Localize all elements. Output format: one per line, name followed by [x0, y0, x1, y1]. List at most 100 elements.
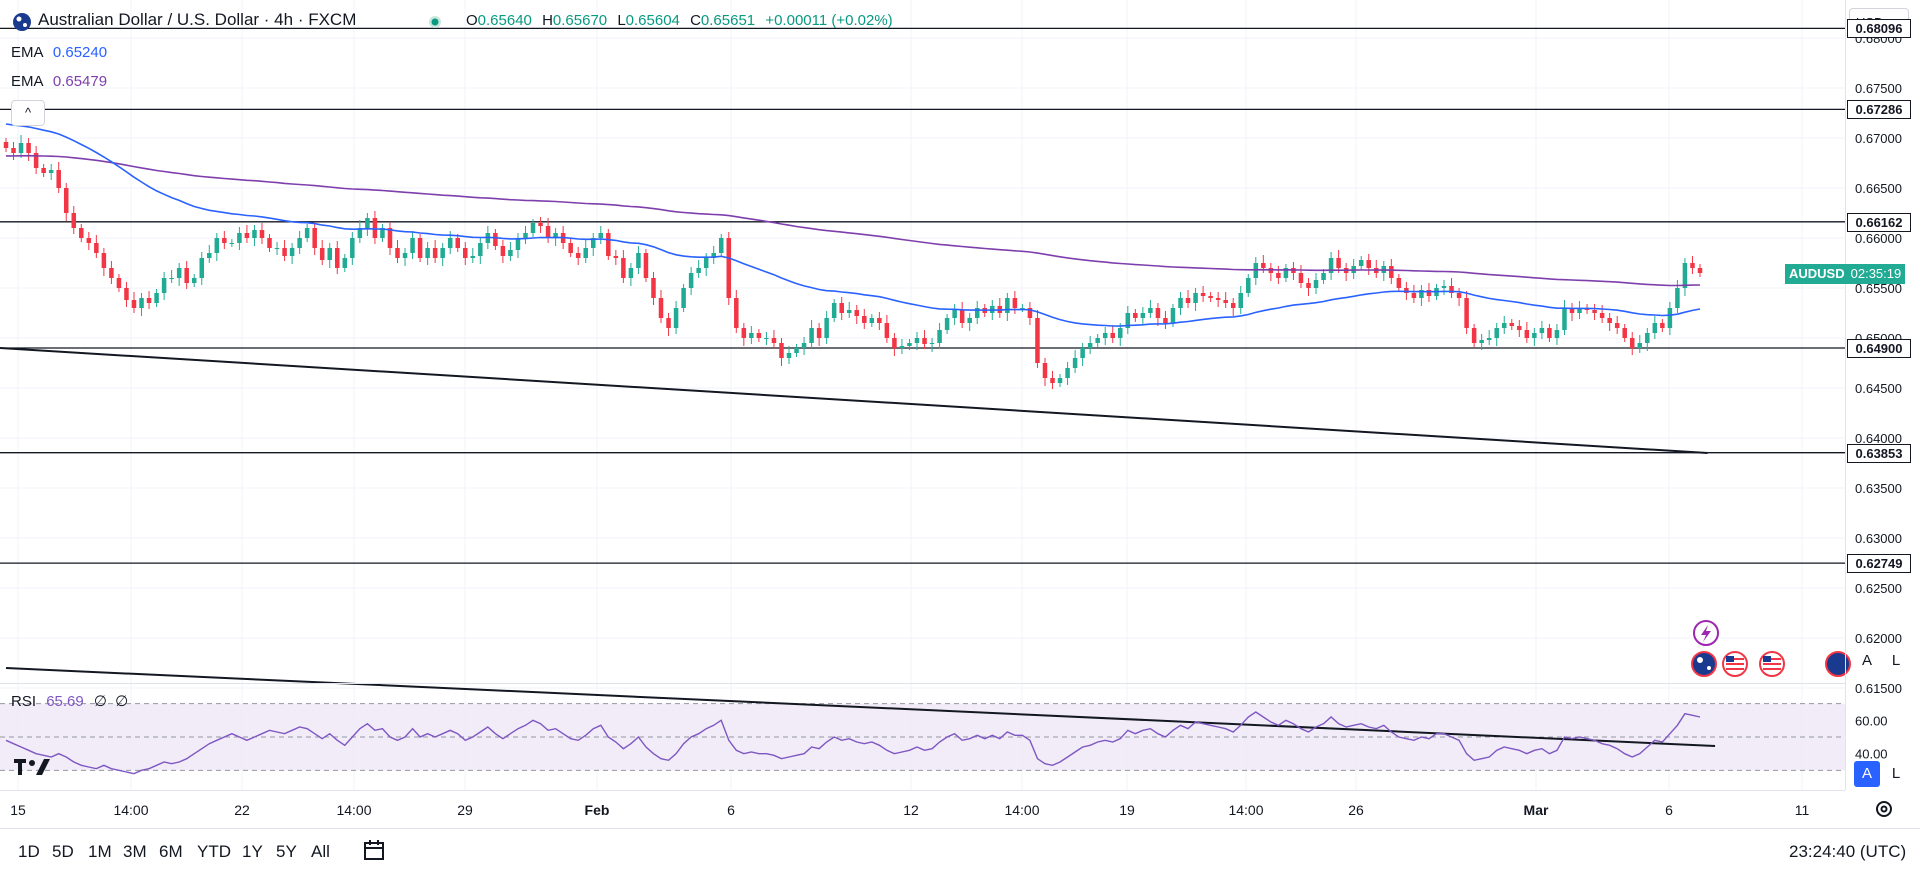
candle-body [1238, 293, 1243, 308]
candle-body [1539, 328, 1545, 333]
candle-body [809, 328, 814, 343]
candle-body [711, 253, 716, 258]
candle-body [1185, 298, 1191, 303]
candle-body [447, 238, 453, 248]
australia-flag-icon [1825, 651, 1851, 677]
candle-body [1065, 368, 1070, 378]
pane-separator[interactable] [0, 683, 1845, 684]
price-tick-label: 0.66000 [1855, 231, 1902, 246]
log-scale-button[interactable]: L [1891, 652, 1901, 669]
candle-body [1110, 333, 1116, 338]
time-tick-label: 14:00 [113, 802, 148, 818]
range-button-6m[interactable]: 6M [159, 842, 183, 861]
candle-body [1614, 323, 1620, 328]
candle-body [734, 298, 739, 328]
time-tick-label: 14:00 [336, 802, 371, 818]
candle-body [1675, 288, 1680, 308]
candle-body [1020, 308, 1025, 309]
range-button-5d[interactable]: 5D [52, 842, 74, 861]
candle-body [1501, 323, 1507, 328]
calendar-range-icon[interactable] [362, 838, 386, 867]
candle-body [1547, 328, 1552, 338]
candle-body [508, 250, 513, 256]
candle-body [282, 248, 287, 256]
rsi-auto-scale-button[interactable]: A [1854, 761, 1880, 787]
candle-body [1629, 338, 1635, 348]
candle-body [116, 278, 122, 288]
candle-body [598, 233, 604, 238]
horizontal-levels [0, 27, 1845, 564]
candle-body [801, 343, 807, 348]
ema-legend-fast[interactable]: EMA 0.65240 [11, 44, 108, 61]
level-label: 0.63853 [1847, 443, 1911, 463]
collapse-indicators-button[interactable]: ^ [11, 100, 45, 126]
rsi-legend[interactable]: RSI 65.69 ∅ ∅ [11, 693, 129, 710]
candle-body [1118, 328, 1123, 338]
candle-body [606, 233, 611, 256]
candle-body [718, 238, 724, 253]
candle-body [651, 278, 656, 298]
candle-body [959, 310, 965, 323]
candle-body [1057, 378, 1063, 383]
candle-body [131, 300, 137, 308]
economic-events [1691, 620, 1851, 677]
range-button-3m[interactable]: 3M [123, 842, 147, 861]
ema-legend-slow[interactable]: EMA 0.65479 [11, 73, 108, 90]
candle-body [553, 233, 558, 238]
candle-body [470, 256, 476, 258]
candle-body [395, 248, 400, 258]
candle-body [696, 268, 701, 273]
candle-body [1321, 273, 1326, 280]
candle-body [771, 338, 777, 343]
range-button-1y[interactable]: 1Y [242, 842, 263, 861]
symbol-title[interactable]: Australian Dollar / U.S. Dollar · 4h · F… [38, 10, 357, 29]
candle-body [1261, 263, 1266, 268]
candle-body [440, 248, 445, 258]
candle-body [530, 223, 536, 233]
price-tick-label: 0.64500 [1855, 381, 1902, 396]
candle-body [417, 238, 423, 258]
candle-body [146, 298, 152, 303]
candle-body [515, 238, 521, 250]
candle-body [1456, 293, 1462, 298]
range-button-1d[interactable]: 1D [18, 842, 40, 861]
candle-body [1276, 273, 1281, 278]
candle-body [621, 258, 626, 278]
candle-body [327, 248, 333, 260]
candle-body [779, 343, 784, 358]
candle-body [824, 318, 829, 338]
price-tick-label: 0.62000 [1855, 631, 1902, 646]
candle-body [1690, 263, 1695, 268]
candle-body [1223, 300, 1228, 303]
tradingview-logo-icon[interactable] [14, 757, 50, 783]
candle-body [1554, 330, 1560, 338]
trendlines [0, 347, 1716, 747]
candle-body [575, 253, 581, 258]
candle-body [1660, 323, 1665, 328]
range-button-5y[interactable]: 5Y [276, 842, 297, 861]
candle-body [48, 170, 54, 173]
candle-body [1411, 293, 1417, 298]
candle-body [455, 238, 460, 248]
candle-body [41, 168, 46, 173]
candle-body [1622, 328, 1627, 338]
candle-body [846, 310, 852, 313]
candle-body [94, 243, 99, 253]
time-tick-label: 22 [234, 802, 250, 818]
candle-body [124, 288, 129, 300]
ema-lines [5, 123, 1701, 327]
rsi-tick-label: 60.00 [1855, 713, 1888, 728]
range-button-all[interactable]: All [311, 842, 330, 861]
price-tick-label: 0.65500 [1855, 281, 1902, 296]
clock[interactable]: 23:24:40 (UTC) [1789, 842, 1907, 861]
candle-body [952, 310, 957, 318]
auto-scale-button[interactable]: A [1861, 652, 1872, 669]
rsi-log-scale-button[interactable]: L [1891, 765, 1901, 782]
range-button-1m[interactable]: 1M [88, 842, 112, 861]
candle-body [139, 298, 144, 308]
range-button-ytd[interactable]: YTD [197, 842, 231, 861]
candle-body [673, 308, 679, 328]
settings-icon[interactable] [1873, 798, 1895, 825]
candle-body [1155, 308, 1161, 318]
